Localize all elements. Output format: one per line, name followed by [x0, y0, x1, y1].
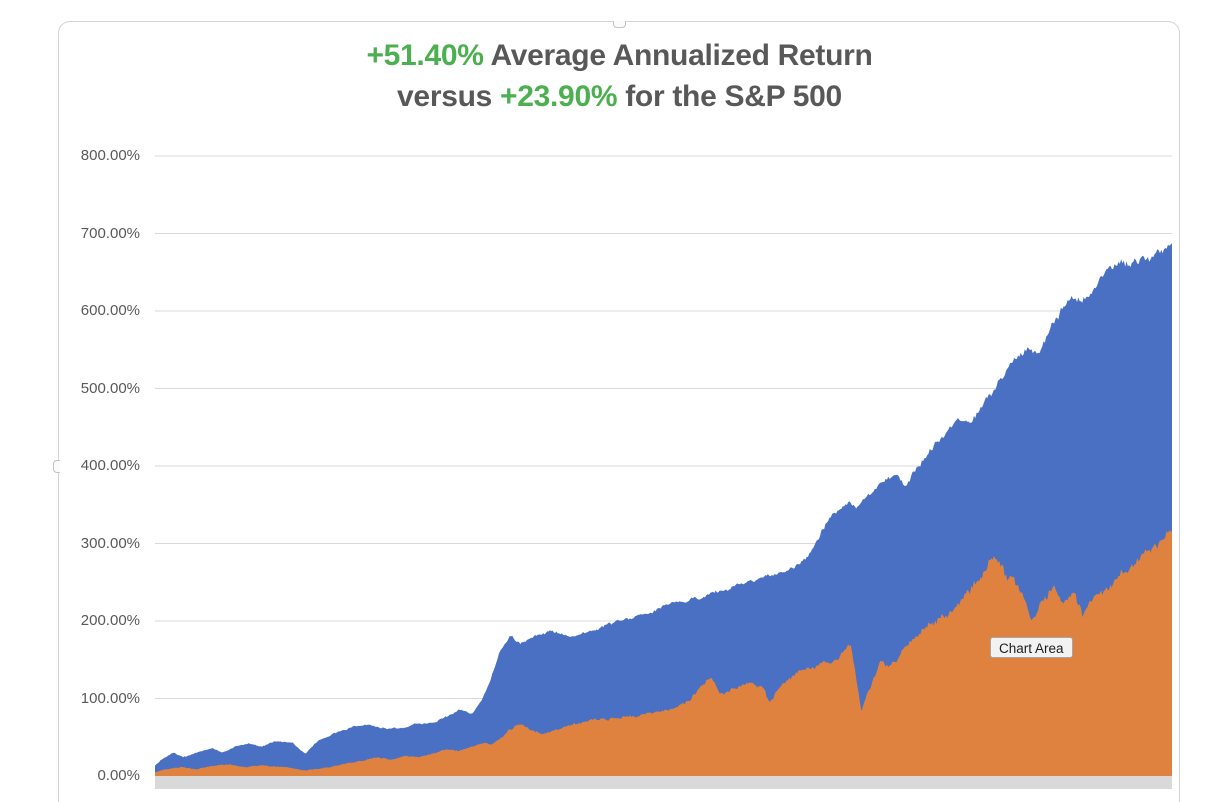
y-axis-tick-label[interactable]: 800.00%	[80, 147, 140, 164]
y-axis-tick-label[interactable]: 0.00%	[97, 767, 140, 784]
y-axis-tick-label[interactable]: 400.00%	[80, 457, 140, 474]
chart-title[interactable]: +51.40% Average Annualized Return versus…	[58, 35, 1181, 117]
y-axis-tick-label[interactable]: 600.00%	[80, 302, 140, 319]
resize-handle-top[interactable]	[613, 21, 626, 28]
orange-area-series[interactable]	[155, 530, 1172, 776]
y-axis-tick-label[interactable]: 200.00%	[80, 612, 140, 629]
resize-handle-left[interactable]	[53, 460, 60, 473]
y-axis-tick-label[interactable]: 100.00%	[80, 689, 140, 707]
y-axis-tick-label[interactable]: 300.00%	[80, 534, 140, 552]
title-text: for the S&P 500	[617, 80, 842, 113]
title-text: versus	[397, 80, 501, 113]
baseline-band	[155, 776, 1172, 789]
chart-title-line1: +51.40% Average Annualized Return	[58, 35, 1181, 76]
title-text: Average Annualized Return	[483, 39, 873, 72]
y-axis-tick-label[interactable]: 700.00%	[80, 224, 140, 242]
sp500-value-highlight: +23.90%	[500, 80, 618, 113]
chart-title-line2: versus +23.90% for the S&P 500	[58, 76, 1181, 117]
chart-area-tooltip: Chart Area	[990, 637, 1073, 658]
y-axis-tick-label[interactable]: 500.00%	[80, 379, 140, 397]
return-value-highlight: +51.40%	[366, 39, 484, 72]
chart-area-tooltip-label: Chart Area	[999, 641, 1064, 656]
